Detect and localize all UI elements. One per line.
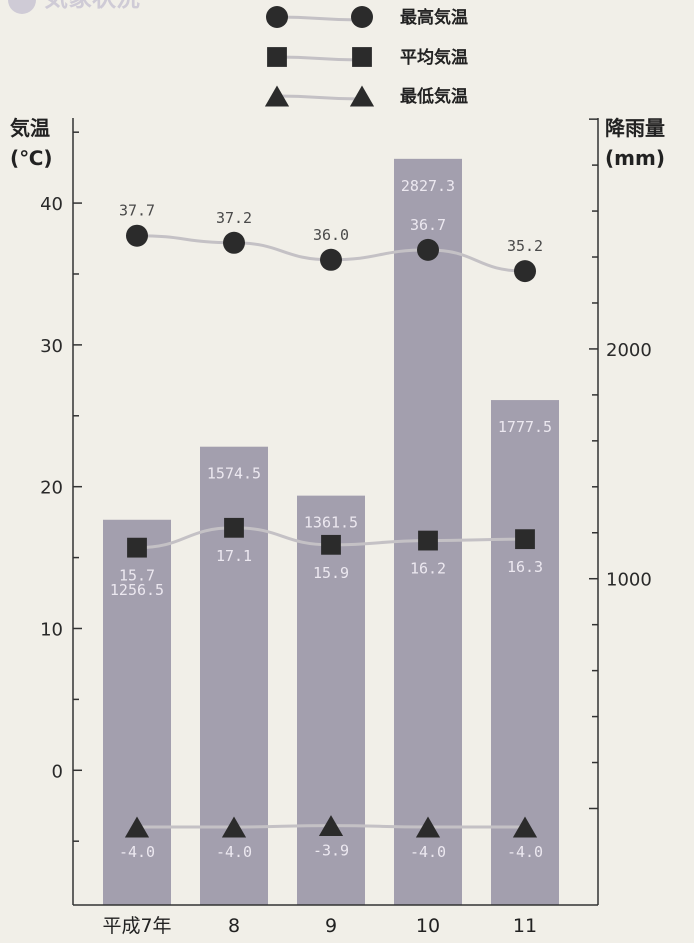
legend-line [276,94,363,101]
square-marker [224,517,244,538]
left-axis-unit: (℃) [10,146,53,170]
circle-marker [417,238,439,261]
left-tick-label: 40 [40,194,63,215]
page-title: 気象状況 [44,0,140,12]
triangle-marker [221,816,247,838]
legend-label: 最低気温 [400,86,468,107]
legend-line [276,55,363,62]
right-tick-label: 2000 [606,340,652,361]
square-marker [515,529,535,550]
rainfall-value-label: 1256.5 [110,581,164,599]
category-label: 8 [228,915,240,937]
triangle-marker [512,816,538,838]
lines-layer [124,224,538,838]
axes-layer: 0 10 20 30 40 1000 2000 気温 (℃) 降雨量 (mm) [10,116,665,906]
min-temp-label: -3.9 [313,842,349,860]
min-temp-label: -4.0 [119,843,155,861]
max-temp-label: 37.2 [216,209,252,227]
legend-triangle-icon [264,85,290,107]
min-temp-label: -4.0 [507,843,543,861]
left-tick-label: 0 [52,761,63,782]
max-temp-label: 37.7 [119,202,155,220]
left-axis-title: 気温 [10,116,50,140]
triangle-marker [318,815,344,837]
category-label: 9 [325,915,337,937]
min-temp-label: -4.0 [216,843,252,861]
left-tick-label: 30 [40,336,63,357]
circle-marker [223,231,245,254]
rainfall-value-label: 1777.5 [498,418,552,436]
min-temp-label: -4.0 [410,843,446,861]
legend-label: 最高気温 [400,7,468,28]
square-marker [418,530,438,551]
legend-label: 平均気温 [400,47,468,68]
category-label: 平成7年 [102,915,171,937]
legend-square-icon [267,47,287,67]
right-axis-unit: (mm) [605,146,665,170]
category-label: 11 [513,915,537,937]
avg-temp-label: 16.2 [410,560,446,578]
title-layer: 気象状況 [8,0,140,14]
right-axis-title: 降雨量 [605,116,665,140]
avg-temp-label: 15.9 [313,564,349,582]
max-temp-label: 35.2 [507,237,543,255]
legend-circle-icon [351,6,373,28]
legend-line [276,15,363,22]
left-tick-label: 20 [40,478,63,499]
legend-circle-icon [266,6,288,28]
max-temp-label: 36.0 [313,226,349,244]
legend-triangle-icon [349,85,375,107]
category-label: 10 [416,915,440,937]
triangle-marker [415,816,441,838]
circle-marker [514,260,536,283]
rainfall-value-label: 2827.3 [401,177,455,195]
legend-square-icon [352,47,372,67]
max-temp-label: 36.7 [410,216,446,234]
circle-marker [126,224,148,247]
rainfall-value-label: 1361.5 [304,514,358,532]
rainfall-value-label: 1574.5 [207,465,261,483]
rainfall-bar [103,519,171,905]
title-bullet-icon [8,0,36,14]
circle-marker [320,248,342,271]
labels-layer: 平成7年 8 9 10 11 37.7 37.2 36.0 36.7 35.2 15.7 17.1 15… [102,177,552,937]
avg-temp-label: 15.7 [119,567,155,585]
square-marker [321,534,341,555]
square-marker [127,537,147,558]
triangle-marker [124,816,150,838]
left-tick-label: 10 [40,619,63,640]
avg-temp-label: 17.1 [216,547,252,565]
avg-temp-label: 16.3 [507,558,543,576]
rainfall-bar [297,495,365,905]
right-tick-label: 1000 [606,570,652,591]
